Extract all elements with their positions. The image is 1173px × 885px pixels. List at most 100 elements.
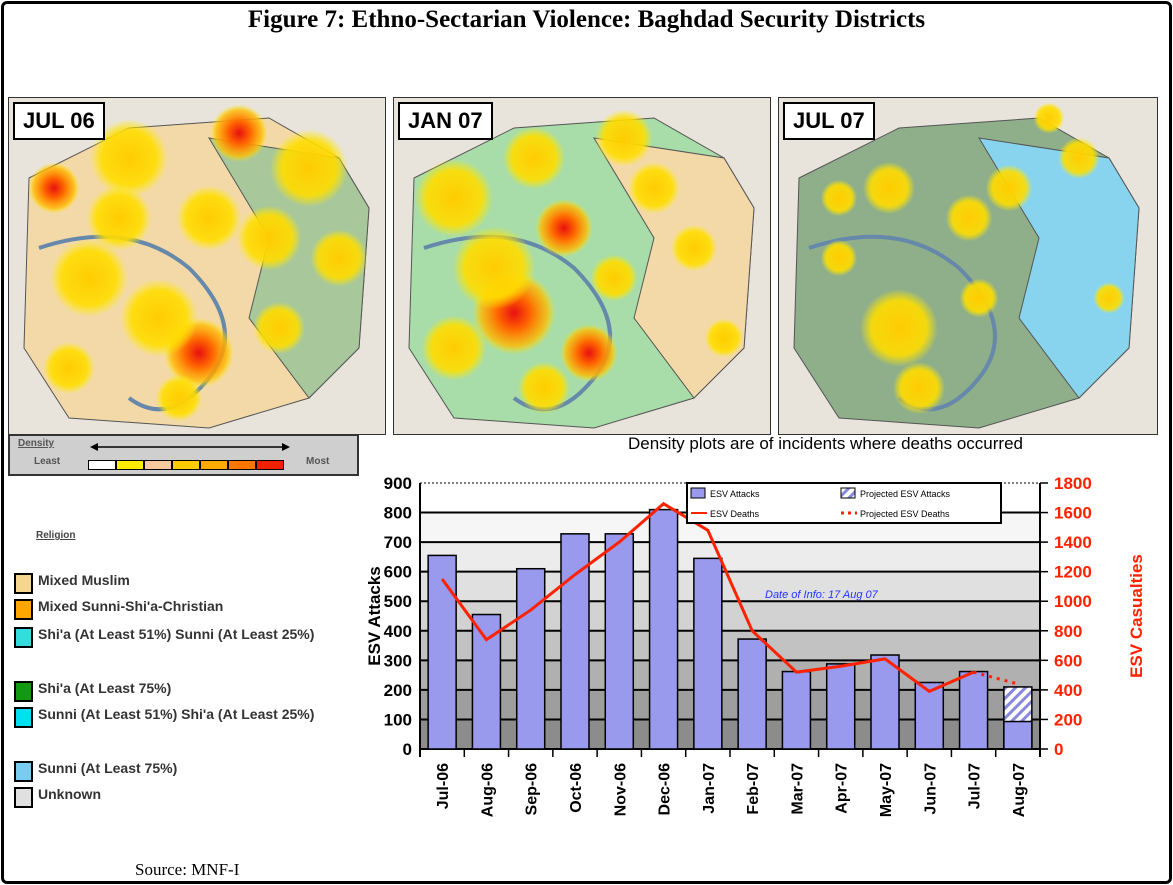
density-blob — [595, 109, 653, 167]
deaths-line — [440, 501, 975, 694]
attack-bar — [825, 663, 856, 750]
map-jul-07: JUL 07 — [778, 97, 1158, 435]
x-tick-label: Dec-06 — [657, 763, 674, 816]
x-tick-label: Aug-06 — [479, 763, 496, 817]
density-blob — [452, 226, 536, 310]
y-tick-label: 900 — [384, 474, 412, 493]
density-map — [23, 104, 370, 429]
x-tick-label: Apr-07 — [834, 763, 851, 814]
map-label: JAN 07 — [398, 102, 493, 140]
religion-item: Shi'a (At Least 51%) Sunni (At Least 25%… — [12, 624, 348, 648]
attack-bar — [471, 613, 502, 750]
attack-bar — [515, 567, 546, 750]
density-swatch — [228, 460, 256, 470]
density-map — [408, 109, 755, 429]
y2-tick-label: 200 — [1054, 710, 1082, 729]
density-blob — [820, 239, 858, 277]
attack-bar — [781, 670, 812, 750]
plot-band — [420, 689, 1040, 720]
x-tick-label: Jul-07 — [967, 763, 984, 809]
religion-label: Unknown — [38, 786, 101, 802]
density-swatch — [116, 460, 144, 470]
religion-title: Religion — [36, 530, 76, 541]
x-tick-label: Feb-07 — [745, 763, 762, 815]
map-label: JUL 06 — [13, 102, 105, 140]
density-blob — [670, 224, 718, 272]
density-blob — [120, 279, 198, 357]
y-tick-label: 800 — [384, 504, 412, 523]
religion-item: Mixed Sunni-Shi'a-Christian — [12, 596, 348, 620]
religion-swatch — [14, 627, 33, 648]
density-blob — [985, 164, 1033, 212]
attack-bar — [693, 557, 723, 750]
density-blob — [28, 162, 80, 214]
density-blob — [704, 318, 744, 358]
attack-bar — [648, 508, 679, 750]
y-tick-label: 0 — [403, 740, 412, 759]
x-tick-label: May-07 — [878, 763, 895, 817]
density-blob — [176, 185, 242, 251]
legend-label: ESV Attacks — [710, 489, 760, 499]
x-tick-label: Jul-06 — [435, 763, 452, 809]
religion-swatch — [14, 707, 33, 728]
density-blob — [310, 229, 368, 287]
legend-label: Projected ESV Attacks — [860, 489, 951, 499]
y-tick-label: 700 — [384, 533, 412, 552]
density-blob — [945, 194, 993, 242]
river — [808, 234, 997, 412]
density-blob — [893, 362, 945, 414]
density-blob — [86, 185, 152, 251]
y2-tick-label: 1200 — [1054, 563, 1092, 582]
religion-swatch — [14, 573, 33, 594]
map-jul-06: JUL 06 — [8, 97, 386, 435]
density-blob — [863, 162, 915, 214]
density-most: Most — [306, 456, 330, 467]
attack-bar — [958, 670, 989, 750]
density-legend: Density Least Most — [8, 434, 359, 476]
density-blob — [1033, 102, 1065, 134]
religion-label: Mixed Sunni-Shi'a-Christian — [38, 598, 224, 614]
density-blob — [415, 159, 493, 237]
religion-item: Sunni (At Least 51%) Shi'a (At Least 25%… — [12, 704, 348, 728]
legend-swatch-attacks — [690, 487, 706, 499]
y-tick-label: 400 — [384, 622, 412, 641]
plot-band — [420, 571, 1040, 602]
y-tick-label: 500 — [384, 592, 412, 611]
density-note: Density plots are of incidents where dea… — [628, 434, 1023, 453]
x-tick-label: Aug-07 — [1011, 763, 1028, 817]
legend-label: ESV Deaths — [710, 509, 760, 519]
density-blob — [90, 119, 168, 197]
density-blob — [43, 342, 95, 394]
density-blob — [236, 205, 302, 271]
map-label: JUL 07 — [783, 102, 875, 140]
density-blob — [210, 104, 268, 162]
y2-tick-label: 1600 — [1054, 504, 1092, 523]
religion-item: Shi'a (At Least 75%) — [12, 678, 348, 702]
y2-axis-label: ESV Casualties — [1127, 554, 1146, 678]
density-blob — [253, 302, 305, 354]
religion-item: Mixed Muslim — [12, 570, 348, 594]
density-blob — [959, 278, 999, 318]
y2-tick-label: 0 — [1054, 740, 1063, 759]
density-blob — [535, 199, 593, 257]
y-tick-label: 100 — [384, 710, 412, 729]
religion-label: Sunni (At Least 51%) Shi'a (At Least 25%… — [38, 706, 315, 722]
density-swatch — [144, 460, 172, 470]
attack-bar — [427, 554, 457, 750]
y-tick-label: 600 — [384, 563, 412, 582]
plot-band — [420, 660, 1040, 690]
density-blob — [502, 126, 566, 190]
religion-swatch — [14, 599, 33, 620]
date-annotation: Date of Info: 17 Aug 07 — [765, 589, 879, 601]
religion-swatch — [14, 787, 33, 808]
density-blob — [560, 324, 618, 382]
legend-label: Projected ESV Deaths — [860, 509, 950, 519]
y-tick-label: 300 — [384, 651, 412, 670]
legend-swatch-projected-attacks — [840, 487, 856, 499]
attack-bar — [737, 638, 767, 750]
y-axis-label: ESV Attacks — [365, 566, 384, 666]
plot-band — [420, 630, 1040, 661]
density-swatch — [172, 460, 200, 470]
x-tick-label: Nov-06 — [612, 763, 629, 816]
